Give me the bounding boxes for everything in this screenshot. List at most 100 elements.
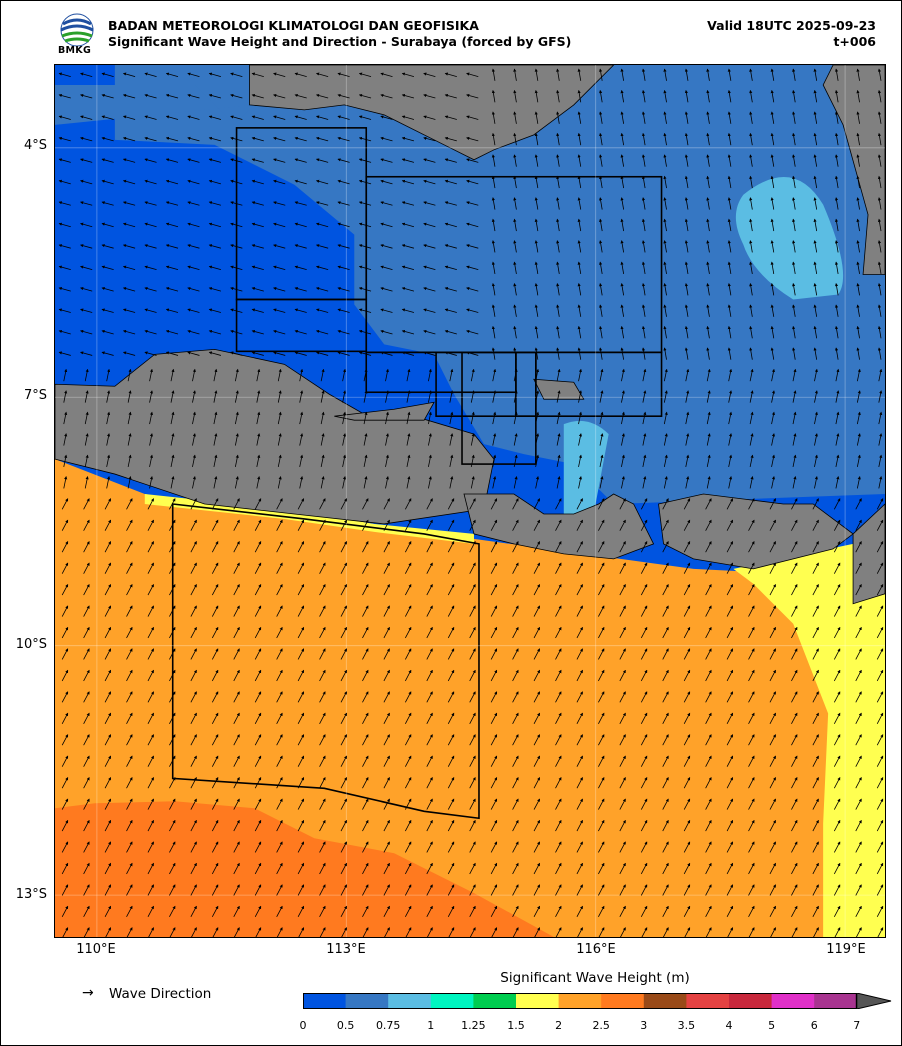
wave-arrow	[230, 72, 243, 77]
wave-arrow	[423, 158, 436, 163]
wave-arrow	[315, 115, 329, 120]
wave-arrow	[380, 136, 393, 142]
wave-arrow	[423, 93, 436, 99]
wave-arrow	[385, 368, 389, 382]
wave-arrow	[599, 454, 604, 468]
wave-arrow	[706, 197, 710, 210]
wave-arrow	[491, 175, 496, 189]
wave-arrow	[165, 287, 179, 292]
wave-arrow	[428, 454, 432, 468]
wave-arrow	[122, 201, 136, 206]
wave-arrow	[513, 218, 517, 232]
wave-arrow	[401, 72, 415, 77]
sea-south-very-rough	[55, 801, 554, 937]
wave-arrow	[320, 390, 325, 403]
wave-arrow	[273, 308, 286, 313]
wave-arrow	[80, 201, 93, 206]
wave-arrow	[556, 282, 560, 296]
wave-arrow	[578, 368, 582, 382]
wave-arrow	[814, 368, 818, 382]
wave-arrow	[792, 282, 796, 296]
wave-arrow	[491, 154, 496, 167]
wave-arrow	[101, 136, 114, 142]
wave-arrow	[144, 179, 157, 185]
wave-arrow	[663, 433, 668, 446]
land-bali	[463, 493, 655, 560]
wave-arrow	[727, 132, 732, 146]
wave-arrow	[144, 265, 157, 271]
wave-arrow	[684, 89, 689, 103]
wave-arrow	[58, 351, 71, 356]
wave-arrow	[80, 351, 93, 356]
wave-arrow	[621, 454, 625, 468]
wave-arrow	[273, 265, 286, 271]
wave-arrow	[749, 282, 753, 296]
wave-arrow	[641, 154, 646, 167]
wave-arrow	[513, 390, 518, 403]
wave-arrow	[234, 411, 239, 425]
wave-arrow	[423, 329, 436, 335]
wave-arrow	[466, 329, 479, 335]
wave-arrow	[535, 368, 540, 382]
wave-arrow	[877, 68, 882, 81]
wave-arrow	[491, 282, 496, 296]
sea-swell-lombok	[563, 420, 609, 514]
wave-arrow	[276, 498, 283, 510]
wave-arrow	[423, 351, 436, 356]
colorbar-segment	[303, 993, 347, 1009]
wave-arrow	[727, 261, 732, 274]
wave-arrow	[251, 93, 264, 99]
wave-arrow	[534, 68, 539, 81]
wave-arrow	[706, 154, 710, 167]
wave-direction-label: Wave Direction	[109, 986, 212, 1002]
wave-arrow	[122, 72, 136, 77]
wave-arrow	[599, 68, 603, 81]
wave-arrow	[513, 261, 517, 274]
colorbar-extend-triangle	[856, 993, 892, 1009]
wave-arrow	[299, 476, 304, 489]
wave-arrow	[80, 308, 93, 313]
wave-arrow	[208, 222, 222, 228]
wave-arrow	[578, 411, 582, 425]
wave-arrow	[621, 433, 625, 446]
wave-arrow	[749, 476, 754, 489]
wave-arrow	[856, 154, 860, 167]
wave-arrow	[792, 476, 797, 489]
wave-arrow	[122, 329, 136, 335]
wave-arrow	[513, 325, 517, 339]
wave-arrow	[663, 175, 667, 189]
wave-arrow	[277, 433, 282, 446]
wave-arrow	[444, 222, 457, 228]
wave-arrow	[663, 476, 668, 489]
wave-arrow	[684, 154, 689, 167]
wave-arrow	[770, 325, 775, 339]
wave-arrow	[706, 175, 710, 189]
wave-arrow	[684, 325, 689, 339]
wave-arrow	[58, 287, 71, 292]
wave-arrow	[556, 154, 560, 167]
wave-arrow	[856, 111, 860, 124]
colorbar-segment	[558, 993, 602, 1009]
wave-arrow	[230, 351, 243, 356]
wave-arrow	[577, 132, 582, 146]
wave-arrow	[513, 433, 518, 446]
colorbar-title: Significant Wave Height (m)	[500, 970, 690, 986]
wave-arrow	[534, 111, 539, 124]
wave-arrow	[556, 476, 561, 489]
product-title: Significant Wave Height and Direction - …	[108, 34, 572, 49]
wave-arrow	[513, 132, 517, 146]
wave-arrow	[813, 89, 818, 103]
wave-arrow	[294, 265, 307, 271]
wave-arrow	[144, 93, 157, 99]
wave-arrow	[621, 411, 625, 425]
wave-arrow	[466, 72, 479, 77]
wave-arrow	[58, 72, 71, 77]
wave-arrow	[58, 308, 71, 313]
wave-arrow	[380, 351, 393, 356]
wave-arrow	[423, 287, 436, 292]
wave-arrow	[444, 201, 457, 206]
wave-arrow	[106, 433, 111, 446]
wave-arrow	[230, 158, 243, 163]
wave-arrow	[256, 476, 261, 489]
wave-arrow	[149, 390, 154, 403]
